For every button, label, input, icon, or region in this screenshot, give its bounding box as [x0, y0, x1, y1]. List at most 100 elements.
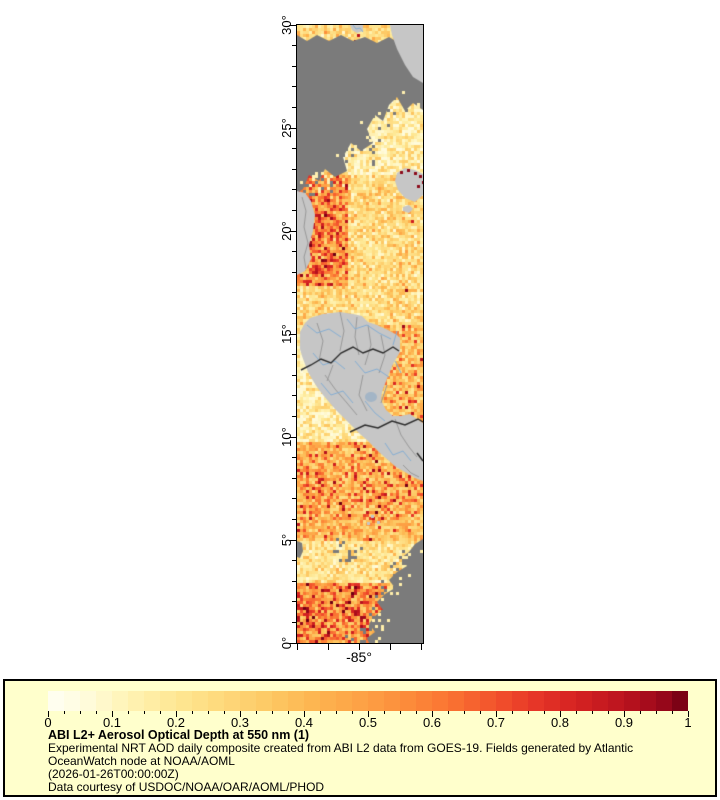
- lat-minor-tick: [292, 477, 296, 479]
- colorbar-minor-tick: [287, 711, 289, 714]
- map-frame: [296, 24, 424, 644]
- colorbar-segment: [64, 691, 80, 711]
- colorbar: [48, 691, 688, 711]
- colorbar-tick-label: 0.9: [614, 715, 634, 730]
- colorbar-minor-tick: [575, 711, 577, 714]
- colorbar-segment: [304, 691, 320, 711]
- colorbar-segment: [416, 691, 432, 711]
- lat-major-tick: [289, 127, 296, 129]
- colorbar-segment: [368, 691, 384, 711]
- colorbar-major-tick: [47, 711, 49, 717]
- colorbar-tick-label: 0: [44, 715, 52, 730]
- lat-minor-tick: [292, 209, 296, 211]
- colorbar-minor-tick: [127, 711, 129, 714]
- lat-minor-tick: [292, 498, 296, 500]
- colorbar-tick-label: 0.8: [550, 715, 570, 730]
- colorbar-segment: [448, 691, 464, 711]
- lat-tick-label: 15°: [279, 324, 294, 344]
- lat-minor-tick: [292, 168, 296, 170]
- colorbar-segment: [496, 691, 512, 711]
- colorbar-segment: [96, 691, 112, 711]
- colorbar-segment: [256, 691, 272, 711]
- colorbar-segment: [544, 691, 560, 711]
- colorbar-segment: [432, 691, 448, 711]
- colorbar-minor-tick: [415, 711, 417, 714]
- colorbar-minor-tick: [319, 711, 321, 714]
- colorbar-segment: [656, 691, 672, 711]
- colorbar-minor-tick: [479, 711, 481, 714]
- colorbar-major-tick: [431, 711, 433, 717]
- lat-minor-tick: [292, 560, 296, 562]
- colorbar-tick-label: 0.5: [358, 715, 378, 730]
- colorbar-tick-label: 0.3: [230, 715, 250, 730]
- colorbar-minor-tick: [399, 711, 401, 714]
- lat-tick-label: 0°: [279, 636, 294, 650]
- lon-tick: [420, 644, 422, 650]
- colorbar-minor-tick: [191, 711, 193, 714]
- colorbar-major-tick: [559, 711, 561, 717]
- legend-title: ABI L2+ Aerosol Optical Depth at 550 nm …: [48, 728, 310, 742]
- colorbar-tick-label: 1: [684, 715, 692, 730]
- lat-minor-tick: [292, 86, 296, 88]
- colorbar-minor-tick: [79, 711, 81, 714]
- colorbar-segment: [240, 691, 256, 711]
- colorbar-minor-tick: [447, 711, 449, 714]
- colorbar-segment: [48, 691, 64, 711]
- lat-tick-label: 25°: [279, 118, 294, 138]
- colorbar-segment: [560, 691, 576, 711]
- colorbar-segment: [352, 691, 368, 711]
- colorbar-major-tick: [111, 711, 113, 717]
- colorbar-segment: [464, 691, 480, 711]
- lat-minor-tick: [292, 292, 296, 294]
- colorbar-segment: [208, 691, 224, 711]
- colorbar-minor-tick: [671, 711, 673, 714]
- lat-major-tick: [289, 436, 296, 438]
- colorbar-segment: [672, 691, 688, 711]
- colorbar-segment: [128, 691, 144, 711]
- lat-minor-tick: [292, 354, 296, 356]
- colorbar-minor-tick: [223, 711, 225, 714]
- colorbar-tick-label: 0.4: [294, 715, 314, 730]
- legend-line-1: Experimental NRT AOD daily composite cre…: [48, 740, 634, 755]
- colorbar-minor-tick: [159, 711, 161, 714]
- lat-tick-label: 5°: [279, 533, 294, 547]
- aod-map-canvas: [297, 25, 423, 643]
- colorbar-minor-tick: [383, 711, 385, 714]
- colorbar-major-tick: [687, 711, 689, 717]
- colorbar-minor-tick: [63, 711, 65, 714]
- colorbar-minor-tick: [463, 711, 465, 714]
- colorbar-minor-tick: [511, 711, 513, 714]
- lat-tick-label: 20°: [279, 221, 294, 241]
- colorbar-minor-tick: [655, 711, 657, 714]
- colorbar-segment: [384, 691, 400, 711]
- colorbar-minor-tick: [207, 711, 209, 714]
- colorbar-segment: [608, 691, 624, 711]
- lon-tick: [327, 644, 329, 650]
- colorbar-major-tick: [367, 711, 369, 717]
- lat-minor-tick: [292, 189, 296, 191]
- lon-tick: [358, 644, 360, 650]
- colorbar-segment: [624, 691, 640, 711]
- colorbar-segment: [176, 691, 192, 711]
- lat-minor-tick: [292, 271, 296, 273]
- colorbar-segment: [528, 691, 544, 711]
- lat-minor-tick: [292, 415, 296, 417]
- colorbar-segment: [224, 691, 240, 711]
- colorbar-tick-label: 0.2: [166, 715, 186, 730]
- colorbar-major-tick: [495, 711, 497, 717]
- lat-minor-tick: [292, 395, 296, 397]
- legend-line-3: (2026-01-26T00:00:00Z): [48, 766, 179, 781]
- lat-minor-tick: [292, 106, 296, 108]
- lat-minor-tick: [292, 45, 296, 47]
- colorbar-minor-tick: [543, 711, 545, 714]
- colorbar-major-tick: [623, 711, 625, 717]
- lat-major-tick: [289, 642, 296, 644]
- lat-minor-tick: [292, 580, 296, 582]
- colorbar-segment: [80, 691, 96, 711]
- lat-tick-label: 30°: [279, 15, 294, 35]
- lat-minor-tick: [292, 251, 296, 253]
- colorbar-minor-tick: [335, 711, 337, 714]
- colorbar-segment: [512, 691, 528, 711]
- colorbar-segment: [288, 691, 304, 711]
- legend-caption: ABI L2+ Aerosol Optical Depth at 550 nm …: [48, 729, 633, 794]
